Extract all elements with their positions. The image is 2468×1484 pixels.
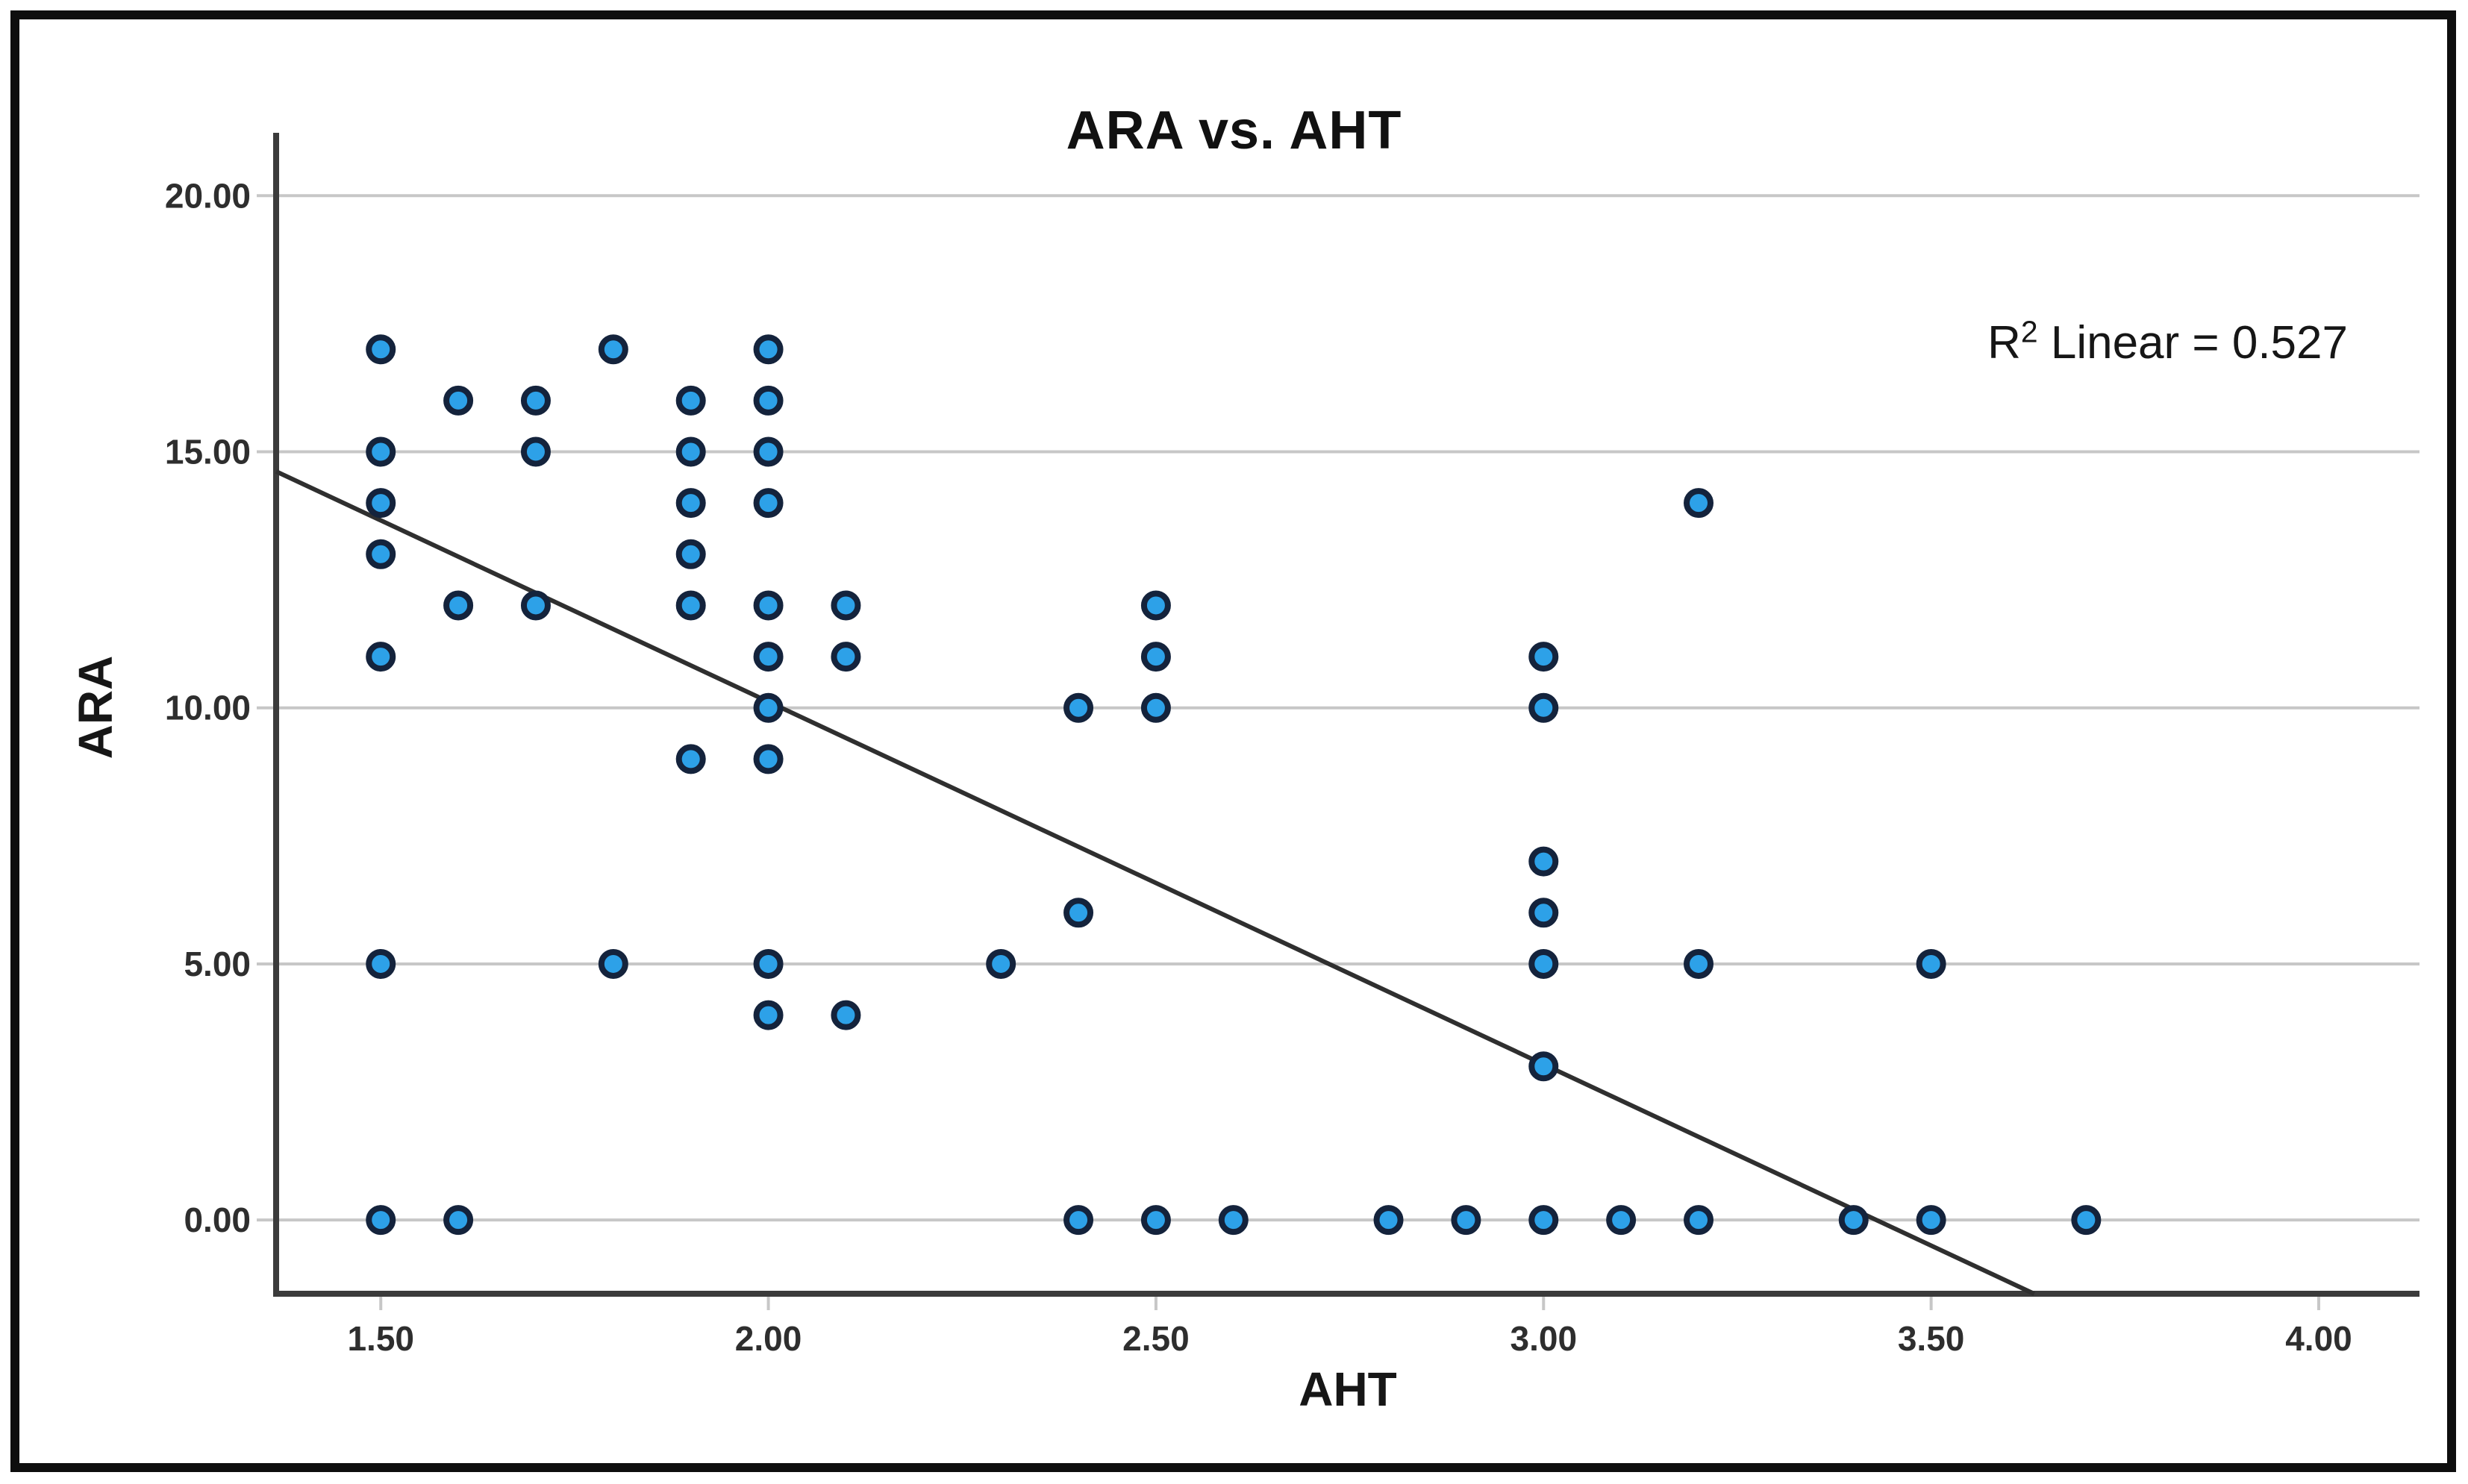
data-point [1916,948,1946,979]
data-point [753,1000,784,1030]
data-point [1528,948,1559,979]
data-point [2071,1205,2102,1236]
data-point [366,436,396,467]
data-point [520,590,551,621]
x-tick-label: 2.00 [735,1319,802,1358]
y-tick-label: 10.00 [165,689,251,727]
x-tick-label: 4.00 [2285,1319,2352,1358]
data-point [675,590,706,621]
data-point [443,1205,474,1236]
data-point [753,590,784,621]
x-axis-title: AHT [1299,1362,1397,1416]
data-point [831,590,861,621]
data-point [1063,692,1094,723]
data-point [1528,846,1559,877]
y-tick-label: 5.00 [184,945,251,983]
data-point [753,642,784,672]
data-point [366,539,396,569]
data-point [1528,898,1559,928]
data-point [1140,642,1171,672]
data-point [1063,898,1094,928]
data-point [675,744,706,774]
data-point [520,436,551,467]
data-point [675,385,706,416]
data-point [1684,948,1714,979]
r-squared-exponent: 2 [2020,314,2038,349]
data-point [443,590,474,621]
data-point [1140,692,1171,723]
data-point [986,948,1016,979]
data-point [753,692,784,723]
y-tick-label: 20.00 [165,176,251,215]
data-point [366,948,396,979]
data-point [831,1000,861,1030]
data-point [753,436,784,467]
data-point [1528,692,1559,723]
data-point [1684,1205,1714,1236]
data-point [753,948,784,979]
r-squared-value-text: Linear = 0.527 [2037,317,2348,369]
data-point [1140,590,1171,621]
chart-title: ARA vs. AHT [1066,101,1402,160]
data-point [675,488,706,519]
data-point [1451,1205,1481,1236]
data-point [598,948,628,979]
data-point [1528,1051,1559,1082]
data-point [831,642,861,672]
data-point [675,436,706,467]
data-point [366,488,396,519]
data-point [366,1205,396,1236]
data-point [675,539,706,569]
y-tick-label: 0.00 [184,1200,251,1239]
data-point [753,744,784,774]
data-point [598,334,628,365]
data-point [1838,1205,1869,1236]
data-point [366,334,396,365]
data-point [366,642,396,672]
data-point [520,385,551,416]
r-squared-annotation: R2 Linear = 0.527 [1987,316,2348,369]
data-point [753,334,784,365]
data-point [1528,1205,1559,1236]
data-point [1684,488,1714,519]
data-point [753,385,784,416]
data-point [753,488,784,519]
data-point [1916,1205,1946,1236]
data-point [1528,642,1559,672]
x-tick-label: 2.50 [1122,1319,1190,1358]
data-point [1218,1205,1249,1236]
r-squared-prefix: R [1987,317,2021,369]
data-point [443,385,474,416]
regression-line [275,469,2036,1296]
x-tick-label: 3.00 [1511,1319,1578,1358]
x-tick-label: 1.50 [347,1319,414,1358]
data-point [1373,1205,1404,1236]
data-point [1606,1205,1637,1236]
data-point [1063,1205,1094,1236]
y-tick-label: 15.00 [165,433,251,472]
x-tick-label: 3.50 [1898,1319,1965,1358]
data-point [1140,1205,1171,1236]
